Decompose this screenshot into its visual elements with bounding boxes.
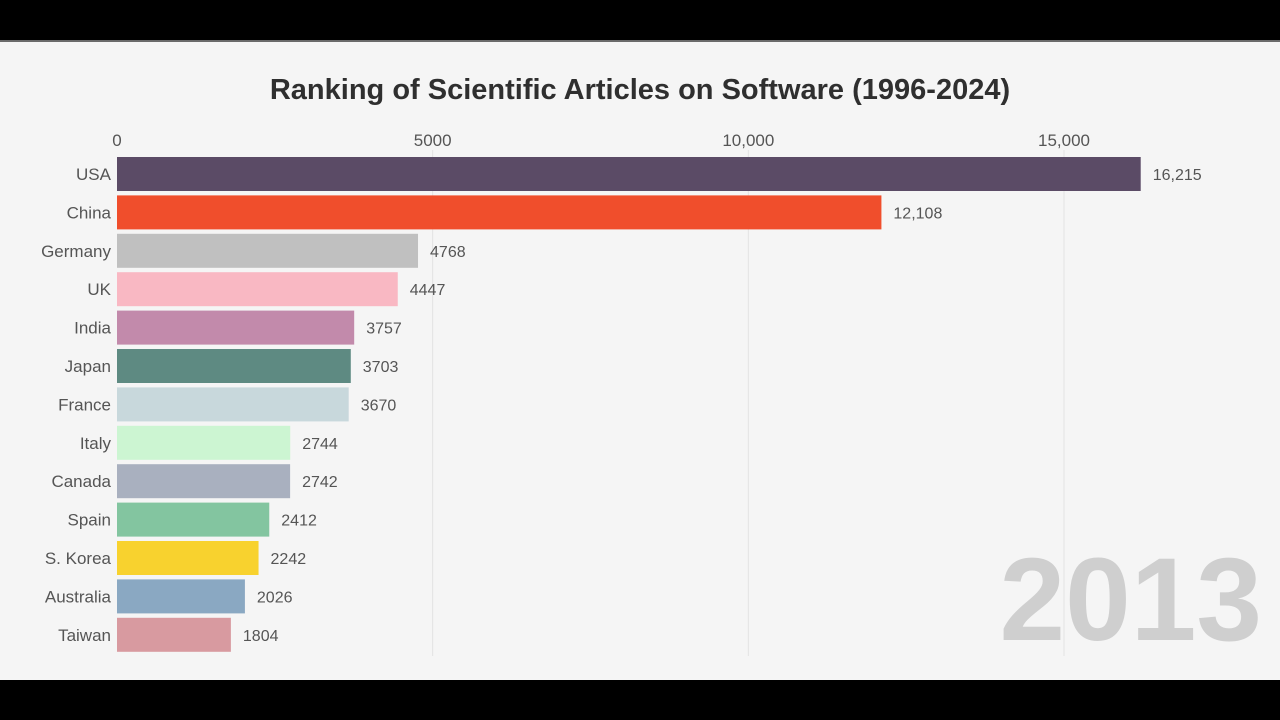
bar-india — [117, 310, 355, 345]
x-tick-label: 5000 — [414, 131, 452, 150]
category-label: Spain — [68, 511, 111, 530]
x-tick-label: 10,000 — [722, 131, 774, 150]
category-label: Italy — [80, 434, 112, 453]
bar-taiwan — [117, 617, 231, 652]
category-label: Australia — [45, 587, 112, 606]
bar-s-korea — [117, 541, 259, 575]
x-tick-label: 15,000 — [1038, 131, 1090, 150]
value-label: 2026 — [257, 589, 293, 606]
category-label: UK — [87, 280, 111, 299]
bar-japan — [117, 349, 351, 383]
category-label: France — [58, 395, 111, 414]
value-label: 2242 — [271, 551, 307, 568]
category-label: S. Korea — [45, 549, 112, 568]
bar-china — [117, 195, 882, 230]
category-label: Germany — [41, 242, 111, 261]
bar-canada — [117, 464, 291, 499]
bar-germany — [117, 233, 419, 268]
value-label: 2744 — [302, 436, 338, 453]
bar-france — [117, 387, 349, 422]
value-label: 3757 — [366, 321, 402, 338]
category-label: Canada — [51, 472, 111, 491]
category-label: China — [67, 203, 112, 222]
value-label: 4447 — [410, 282, 446, 299]
value-label: 1804 — [243, 628, 279, 645]
bar-spain — [117, 502, 270, 537]
value-label: 16,215 — [1153, 167, 1202, 184]
value-label: 3703 — [363, 359, 399, 376]
category-label: USA — [76, 165, 112, 184]
value-label: 4768 — [430, 244, 466, 261]
x-tick-label: 0 — [112, 131, 121, 150]
bar-italy — [117, 425, 291, 460]
value-label: 12,108 — [893, 205, 942, 222]
value-label: 2412 — [281, 513, 317, 530]
value-label: 2742 — [302, 474, 338, 491]
bar-australia — [117, 579, 245, 614]
category-label: Japan — [65, 357, 111, 376]
chart-title: Ranking of Scientific Articles on Softwa… — [269, 74, 1011, 106]
period-label: 2013 — [999, 534, 1262, 666]
bar-usa — [117, 157, 1141, 191]
category-label: Taiwan — [58, 626, 111, 645]
bar-uk — [117, 272, 398, 307]
value-label: 3670 — [361, 397, 397, 414]
category-label: India — [74, 319, 111, 338]
